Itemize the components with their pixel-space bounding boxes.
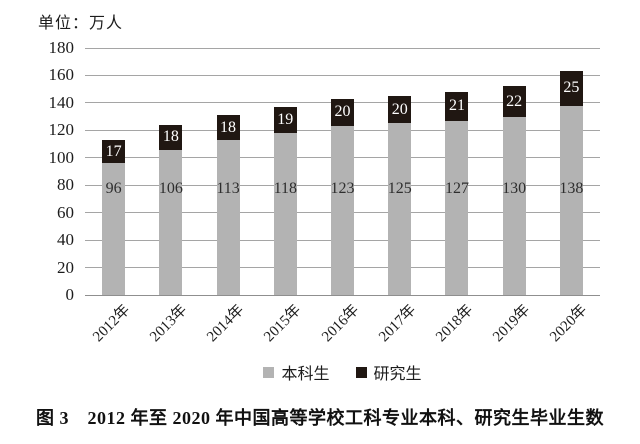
bar-segment-series1-3 [273,107,297,134]
legend-item-1: 研究生 [355,360,422,384]
legend-label-0: 本科生 [281,366,330,383]
bar-segment-series1-1 [159,124,183,150]
y-axis-label: 160 [48,65,75,85]
bar-value-label-series1-8: 25 [563,79,580,97]
bar-value-label-series1-4: 20 [334,103,351,121]
bar-segment-series0-7 [502,116,526,295]
legend-item-0: 本科生 [263,360,330,384]
bar-segment-series0-6 [445,120,469,295]
bar-segment-series0-8 [559,105,583,295]
bar-segment-series0-5 [388,123,412,295]
bar-value-label-series0-8: 138 [559,180,584,197]
y-axis-label: 60 [57,202,74,222]
y-axis-label: 20 [57,257,74,277]
bar-value-label-series0-3: 118 [273,180,297,197]
bar-value-label-series1-0: 17 [105,142,122,160]
bar-value-label-series0-7: 130 [502,180,527,197]
bar-segment-series1-6 [445,91,469,121]
bar-value-label-series0-2: 113 [216,180,240,197]
bar-segment-series0-1 [159,149,183,295]
bar-value-label-series0-4: 123 [330,180,355,197]
legend-swatch-1 [355,366,367,378]
bar-value-label-series1-2: 18 [220,118,237,136]
bar-value-label-series1-5: 20 [391,100,408,118]
bar-segment-series0-2 [216,139,240,295]
bar-value-label-series1-6: 21 [448,97,465,115]
bar-value-label-series1-3: 19 [277,111,294,129]
legend: 本科生 研究生 [85,360,600,384]
y-axis-label: 180 [48,38,75,57]
y-axis-label: 100 [48,147,75,167]
legend-label-1: 研究生 [373,366,422,383]
y-axis-label: 0 [65,285,75,304]
bar-segment-series1-2 [216,115,240,140]
legend-swatch-0 [263,366,275,378]
bar-segment-series1-0 [102,139,126,164]
bar-value-label-series0-5: 125 [387,180,412,197]
bar-segment-series0-0 [102,163,126,295]
bar-segment-series1-7 [502,86,526,117]
gridline-0 [85,294,600,296]
bar-segment-series1-4 [331,98,354,127]
gridline-160 [85,74,600,76]
bar-segment-series1-5 [388,96,412,124]
bar-value-label-series0-0: 96 [105,180,122,197]
bar-segment-series0-4 [331,126,354,295]
y-axis-label: 40 [57,230,74,250]
y-axis-label: 120 [48,120,75,140]
gridline-180 [85,47,600,49]
bar-value-label-series1-7: 22 [506,92,523,110]
y-axis-label: 80 [57,175,74,195]
bar-value-label-series1-1: 18 [162,128,179,146]
y-axis-label: 140 [48,92,75,112]
unit-label: 单位：万人 [38,15,124,32]
bar-segment-series0-3 [273,133,297,295]
bar-segment-series1-8 [559,71,583,106]
bar-value-label-series0-6: 127 [444,180,469,197]
bar-value-label-series0-1: 106 [158,180,183,197]
figure-caption: 图 3 2012 年至 2020 年中国高等学校工科专业本科、研究生毕业生数 [36,408,604,428]
